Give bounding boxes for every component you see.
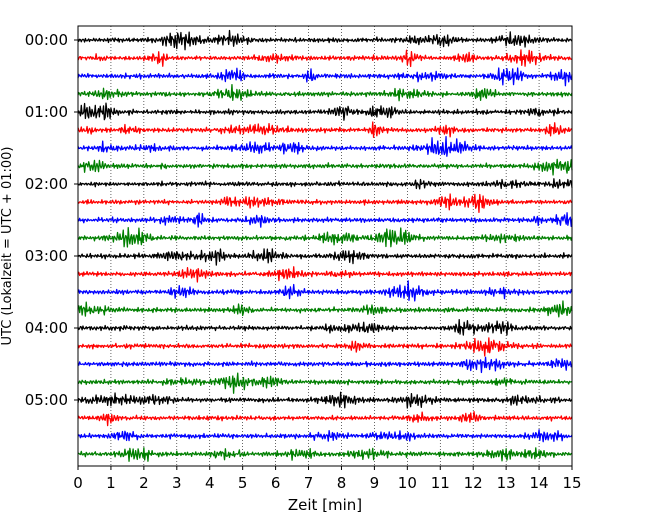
x-tick-label-15: 15 — [562, 474, 581, 492]
trace-2 — [77, 67, 573, 87]
y-axis-label: UTC (Lokalzeit = UTC + 01:00) — [0, 147, 15, 346]
trace-5 — [77, 121, 573, 138]
y-axis-ticks: 00:00 01:00 02:00 03:00 04:00 05:00 — [25, 31, 78, 409]
trace-14 — [77, 280, 573, 302]
trace-15 — [77, 300, 573, 318]
x-tick-label-11: 11 — [431, 474, 450, 492]
x-tick-label-10: 10 — [398, 474, 417, 492]
trace-12 — [77, 248, 573, 266]
y-tick-label-5: 05:00 — [25, 391, 68, 409]
trace-9 — [77, 193, 573, 213]
x-tick-label-13: 13 — [497, 474, 516, 492]
x-tick-label-3: 3 — [172, 474, 182, 492]
trace-22 — [77, 429, 573, 443]
trace-3 — [77, 83, 573, 102]
trace-19 — [77, 372, 573, 394]
trace-10 — [77, 212, 573, 228]
y-tick-label-0: 00:00 — [25, 31, 68, 49]
seismic-traces — [77, 29, 573, 462]
plot-background — [78, 26, 572, 466]
y-tick-label-4: 04:00 — [25, 319, 68, 337]
x-tick-label-7: 7 — [304, 474, 314, 492]
x-tick-label-9: 9 — [370, 474, 380, 492]
trace-4 — [77, 102, 573, 121]
x-tick-label-1: 1 — [106, 474, 116, 492]
x-tick-label-4: 4 — [205, 474, 215, 492]
y-tick-label-3: 03:00 — [25, 247, 68, 265]
x-tick-label-8: 8 — [337, 474, 347, 492]
x-tick-label-6: 6 — [271, 474, 281, 492]
trace-17 — [77, 337, 573, 357]
trace-8 — [77, 178, 573, 190]
trace-6 — [77, 136, 573, 157]
trace-16 — [77, 319, 573, 336]
trace-11 — [77, 227, 573, 248]
trace-0 — [77, 29, 573, 51]
trace-18 — [77, 356, 573, 374]
x-tick-label-12: 12 — [464, 474, 483, 492]
trace-7 — [77, 158, 573, 176]
x-axis-label: Zeit [min] — [288, 496, 362, 514]
x-tick-label-0: 0 — [73, 474, 83, 492]
y-tick-label-1: 01:00 — [25, 103, 68, 121]
trace-1 — [77, 49, 573, 68]
vertical-gridlines — [110, 26, 540, 466]
x-tick-label-2: 2 — [139, 474, 149, 492]
trace-23 — [77, 447, 573, 462]
x-tick-label-14: 14 — [530, 474, 549, 492]
plot-frame — [77, 25, 573, 467]
trace-21 — [77, 411, 573, 427]
trace-13 — [77, 266, 573, 283]
x-tick-label-5: 5 — [238, 474, 248, 492]
trace-20 — [77, 391, 573, 409]
y-tick-label-2: 02:00 — [25, 175, 68, 193]
x-axis-ticks: 0 1 2 3 4 5 6 7 8 9 10 11 12 13 14 15 — [73, 466, 582, 492]
